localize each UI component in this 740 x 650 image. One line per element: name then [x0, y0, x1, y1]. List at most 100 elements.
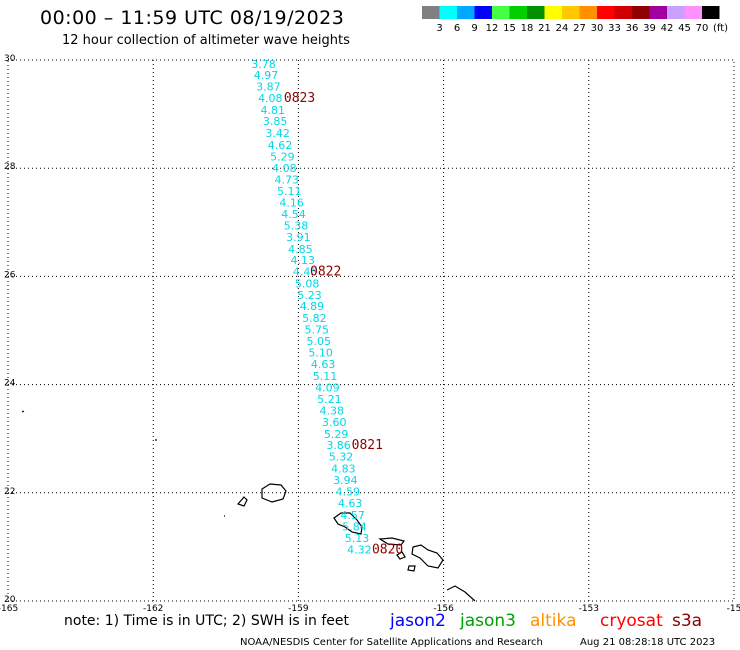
footer-timestamp: Aug 21 08:28:18 UTC 2023	[580, 637, 715, 648]
colorbar-label: 70	[696, 23, 709, 34]
colorbar-label: 45	[678, 23, 691, 34]
wave-height-label: 4.13	[291, 254, 316, 267]
wave-height-label: 5.29	[270, 150, 295, 163]
wave-height-label: 4.16	[279, 196, 304, 209]
y-tick-label: 24	[4, 379, 16, 389]
wave-height-label: 3.85	[263, 115, 288, 128]
wave-height-label: 4.09	[315, 381, 340, 394]
island-kahoolawe	[407, 565, 416, 572]
satellite-name: altika	[530, 611, 577, 631]
wave-height-label: 3.87	[256, 81, 281, 94]
date-labels: 0823 0822 0821 0820	[284, 91, 403, 558]
colorbar-label: 18	[521, 23, 534, 34]
date-label: 0822	[310, 265, 341, 280]
wave-height-label: 4.32	[347, 544, 372, 557]
satellite-name: s3a	[672, 611, 702, 631]
satellite-legend: jason2 jason3 altika cryosat s3a	[389, 611, 702, 631]
y-axis-ticks: 30 28 26 24 22 20	[4, 54, 16, 605]
x-tick-label: -156	[433, 604, 454, 614]
colorbar-swatch	[597, 6, 615, 19]
colorbar-label: 42	[661, 23, 674, 34]
wave-height-label: 5.13	[345, 532, 370, 545]
wave-height-label: 5.84	[342, 520, 367, 533]
island-lanai	[396, 551, 406, 560]
date-label: 0823	[284, 91, 315, 106]
colorbar-swatch	[684, 6, 702, 19]
colorbar-label: 9	[471, 23, 477, 34]
colorbar-swatch	[667, 6, 685, 19]
y-tick-label: 26	[4, 270, 16, 280]
x-tick-label: -159	[288, 604, 309, 614]
wave-height-label: 5.08	[295, 277, 320, 290]
wave-height-label: 5.75	[305, 323, 330, 336]
colorbar-swatch	[457, 6, 475, 19]
plot-frame	[7, 59, 735, 602]
wave-height-label: 5.05	[306, 335, 331, 348]
wave-height-label: 4.63	[338, 497, 363, 510]
colorbar-swatch	[614, 6, 632, 19]
wave-height-label: 4.08	[258, 92, 283, 105]
wave-height-label: 4.54	[281, 208, 306, 221]
colorbar-swatch	[579, 6, 597, 19]
colorbar-swatch	[474, 6, 492, 19]
wave-height-label: 3.78	[251, 58, 276, 71]
island-oahu	[333, 512, 363, 535]
colorbar-swatch	[544, 6, 562, 19]
wave-height-label: 4.97	[254, 69, 279, 82]
island-molokai	[378, 537, 406, 546]
date-label: 0821	[352, 438, 383, 453]
island-niihau	[236, 496, 248, 507]
colorbar-swatch	[492, 6, 510, 19]
island-hawaii	[446, 585, 476, 602]
wave-height-label: 4.59	[336, 486, 361, 499]
y-tick-label: 28	[4, 162, 16, 172]
colorbar-label: 33	[608, 23, 621, 34]
wave-height-label: 5.11	[313, 370, 338, 383]
colorbar-unit: (ft)	[713, 23, 728, 34]
wave-height-label: 4.83	[331, 462, 356, 475]
x-tick-label: -15	[727, 604, 740, 614]
map-grid	[7, 59, 735, 602]
colorbar-label: 21	[538, 23, 551, 34]
y-tick-label: 30	[4, 54, 16, 64]
wave-height-label: 4.85	[288, 243, 313, 256]
wave-height-label: 3.86	[326, 439, 351, 452]
y-tick-label: 22	[4, 487, 15, 497]
wave-height-label: 5.38	[284, 220, 309, 233]
wave-height-label: 5.21	[317, 393, 342, 406]
satellite-name: cryosat	[600, 611, 663, 631]
map-title: 00:00 – 11:59 UTC 08/19/2023	[40, 7, 345, 29]
wave-height-label: 5.11	[277, 185, 302, 198]
altimeter-track: 3.784.973.874.084.813.853.424.625.294.08…	[251, 58, 371, 557]
x-tick-label: -165	[0, 604, 18, 614]
colorbar-label: 3	[436, 23, 442, 34]
wave-height-label: 4.62	[268, 139, 293, 152]
colorbar: 3 6 9 12 15 18 21 24 27 30 33 36 39 42 45 70	[422, 6, 720, 34]
colorbar-swatch	[527, 6, 545, 19]
wave-height-label: 4.73	[275, 174, 300, 187]
colorbar-label: 30	[591, 23, 604, 34]
wave-height-label: 4.45	[293, 266, 318, 279]
wave-height-label: 4.57	[340, 509, 365, 522]
wave-height-label: 4.89	[300, 300, 325, 313]
wave-height-label: 4.08	[272, 162, 297, 175]
footer-note: note: 1) Time is in UTC; 2) SWH is in fe…	[64, 613, 350, 629]
x-axis-ticks: -165 -162 -159 -156 -153 -15	[0, 604, 740, 614]
colorbar-label: 12	[486, 23, 499, 34]
wave-height-label: 4.63	[311, 358, 336, 371]
wave-height-label: 3.91	[286, 231, 311, 244]
colorbar-swatch	[509, 6, 527, 19]
colorbar-swatch	[422, 6, 440, 19]
y-tick-label: 20	[4, 595, 16, 605]
colorbar-label: 24	[556, 23, 569, 34]
wave-height-label: 3.60	[322, 416, 347, 429]
colorbar-label: 36	[626, 23, 639, 34]
wave-height-label: 5.29	[324, 428, 349, 441]
date-label: 0820	[372, 543, 403, 558]
colorbar-swatch	[649, 6, 667, 19]
colorbar-swatch	[632, 6, 650, 19]
wave-height-label: 3.42	[265, 127, 290, 140]
wave-height-label: 5.82	[302, 312, 327, 325]
wave-height-label: 5.32	[329, 451, 354, 464]
colorbar-label: 27	[573, 23, 586, 34]
